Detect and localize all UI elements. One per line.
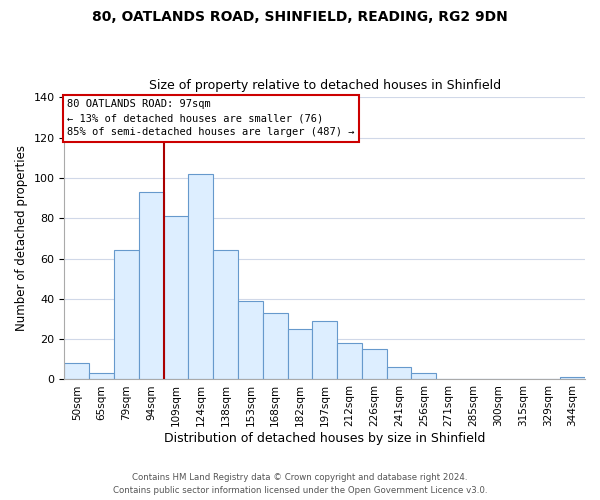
Bar — [560, 378, 585, 380]
Bar — [362, 349, 386, 380]
Bar — [337, 343, 362, 380]
Bar — [164, 216, 188, 380]
Bar — [139, 192, 164, 380]
Bar — [263, 313, 287, 380]
Bar — [238, 301, 263, 380]
Bar — [287, 329, 313, 380]
Bar — [386, 368, 412, 380]
Bar — [89, 374, 114, 380]
Text: 80 OATLANDS ROAD: 97sqm
← 13% of detached houses are smaller (76)
85% of semi-de: 80 OATLANDS ROAD: 97sqm ← 13% of detache… — [67, 100, 355, 138]
X-axis label: Distribution of detached houses by size in Shinfield: Distribution of detached houses by size … — [164, 432, 485, 445]
Bar — [412, 374, 436, 380]
Bar — [213, 250, 238, 380]
Bar — [114, 250, 139, 380]
Title: Size of property relative to detached houses in Shinfield: Size of property relative to detached ho… — [149, 79, 501, 92]
Text: 80, OATLANDS ROAD, SHINFIELD, READING, RG2 9DN: 80, OATLANDS ROAD, SHINFIELD, READING, R… — [92, 10, 508, 24]
Bar — [313, 321, 337, 380]
Y-axis label: Number of detached properties: Number of detached properties — [15, 146, 28, 332]
Bar — [64, 364, 89, 380]
Text: Contains HM Land Registry data © Crown copyright and database right 2024.
Contai: Contains HM Land Registry data © Crown c… — [113, 474, 487, 495]
Bar — [188, 174, 213, 380]
